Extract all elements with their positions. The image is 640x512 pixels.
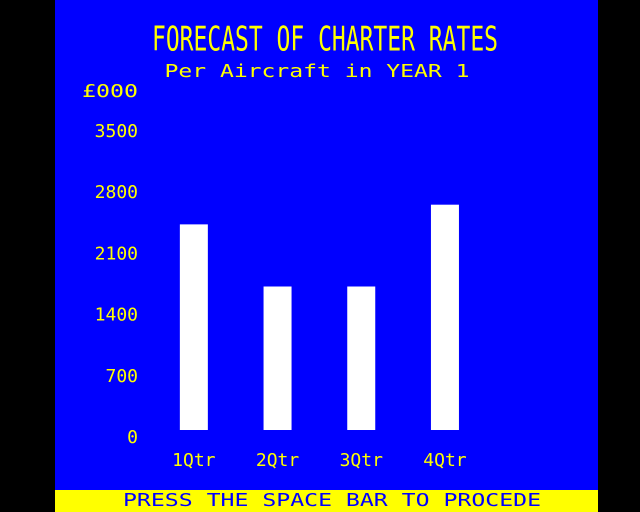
y-tick-label: 1400: [95, 305, 138, 326]
x-tick-label: 3Qtr: [340, 450, 384, 471]
chart-title: FORECAST OF CHARTER RATES: [152, 20, 498, 60]
chart-background: [55, 0, 598, 490]
bar: [179, 224, 208, 430]
y-tick-label: 2800: [95, 182, 138, 203]
bar: [430, 204, 459, 430]
y-tick-label: 3500: [95, 121, 138, 142]
bar: [347, 286, 376, 430]
chart-subtitle: Per Aircraft in YEAR 1: [165, 61, 470, 82]
x-tick-label: 4Qtr: [423, 450, 467, 471]
y-tick-label: 0: [127, 427, 138, 448]
y-tick-label: 700: [105, 366, 138, 387]
prompt-bar: [55, 490, 598, 512]
y-axis-label: £000: [82, 81, 138, 102]
x-tick-label: 2Qtr: [256, 450, 300, 471]
bar: [263, 286, 292, 430]
x-tick-label: 1Qtr: [172, 450, 216, 471]
y-tick-label: 2100: [95, 243, 138, 264]
prompt-text[interactable]: PRESS THE SPACE BAR TO PROCEDE: [123, 490, 541, 511]
